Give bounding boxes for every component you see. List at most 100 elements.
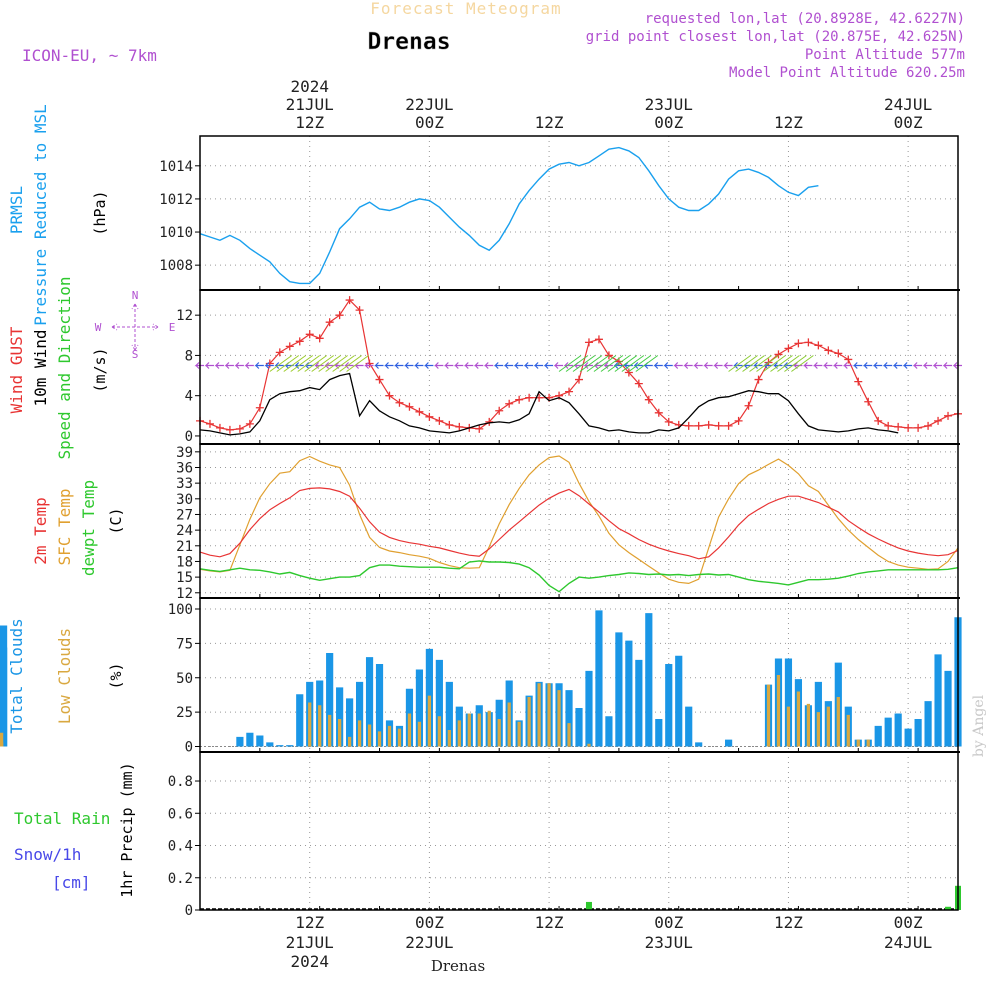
low-clouds-bar (497, 719, 501, 747)
low-clouds-bar (437, 716, 441, 747)
gust-marker (425, 412, 434, 421)
gust-marker (584, 338, 593, 347)
y-tick-label: 12 (176, 308, 193, 324)
temp2m-label: 2m Temp (31, 497, 50, 564)
gridpoint-coords: grid point closest lon,lat (20.875E, 42.… (586, 29, 965, 45)
wind-barb (749, 355, 772, 372)
y-tick-label: 50 (176, 671, 193, 687)
wind-barb (579, 355, 603, 372)
y-tick-label: 27 (176, 507, 193, 523)
low-clouds-bar (547, 683, 551, 747)
wind-direction-arrow (543, 362, 554, 369)
gust-marker (285, 342, 294, 351)
watermark: by Angel (971, 694, 987, 757)
wind-direction-arrow (643, 362, 653, 369)
panel-pressure: 1008 1010 1012 1014 PRMSL Pressure Reduced to… (7, 104, 959, 326)
pressure-label: PRMSL (7, 186, 26, 234)
gust-marker (734, 416, 743, 425)
wind-barb (558, 355, 582, 372)
dewpt-line (199, 560, 959, 593)
low-clouds-bar (866, 739, 870, 747)
wind-direction-arrow (453, 362, 464, 369)
low-clouds-bar (407, 713, 412, 747)
total-clouds-bar (725, 739, 733, 747)
pressure-label-long: Pressure Reduced to MSL (31, 104, 50, 326)
wind-direction-arrow (663, 362, 673, 369)
total-clouds-bar (924, 701, 932, 747)
gust-marker (375, 375, 384, 384)
wind-direction-arrow (673, 362, 683, 369)
low-clouds-bar (587, 743, 591, 747)
wind-direction-arrow (194, 362, 204, 369)
y-tick-label: 0.4 (168, 839, 193, 855)
total-clouds-bar (675, 655, 683, 747)
wind-barb (621, 355, 645, 372)
wind-direction-arrow (493, 362, 504, 369)
gust-marker (784, 344, 793, 353)
wind-direction-arrow (403, 362, 414, 369)
total-clouds-bar (685, 706, 693, 747)
wind-barb (565, 355, 589, 372)
total-clouds-bar (355, 681, 364, 747)
gust-marker (455, 422, 464, 431)
wind-direction-arrow (633, 362, 643, 369)
wind-direction-arrow (653, 362, 663, 369)
wind-direction-arrow (703, 362, 713, 369)
low-clouds-bar (826, 706, 830, 747)
gust-marker (694, 421, 703, 430)
wind-direction-arrow (204, 362, 214, 369)
wind-direction-arrow (244, 362, 254, 369)
total-clouds-bar (565, 690, 573, 747)
top-hour-label: 12Z (295, 113, 324, 132)
gust-marker (495, 406, 504, 415)
low-clouds-bar (786, 706, 791, 747)
y-tick-label: 0 (185, 903, 193, 919)
point-altitude: Point Altitude 577m (805, 47, 965, 63)
gust-marker (934, 416, 943, 425)
low-clouds-bar (347, 736, 352, 747)
total-clouds-bar (585, 670, 593, 747)
low-clouds-label: Low Clouds (55, 628, 74, 724)
y-tick-label: 18 (176, 554, 193, 570)
low-clouds-bar (537, 683, 541, 747)
gust-marker (874, 416, 883, 425)
gust-marker (744, 401, 753, 410)
total-clouds-bar (635, 659, 643, 747)
gust-marker (824, 346, 833, 355)
wind-barb (297, 355, 321, 372)
gust-marker (335, 311, 344, 320)
wind-direction-arrow (852, 362, 863, 369)
gust-marker (814, 341, 823, 350)
wind-direction-arrow (882, 362, 893, 369)
y-tick-label: 1014 (159, 159, 193, 175)
compass-e: E (169, 321, 176, 334)
wind-barb (325, 355, 348, 372)
compass-arrows (111, 303, 159, 351)
compass-w: W (95, 321, 102, 334)
wind-direction-arrow (433, 362, 444, 369)
snow-unit-label: [cm] (52, 873, 91, 892)
wind-barb (635, 355, 659, 372)
wind-direction-arrow (922, 362, 933, 369)
gust-marker (505, 399, 514, 408)
total-clouds-bar (894, 713, 902, 747)
wind-direction-arrow (693, 362, 703, 369)
total-clouds-bar (445, 681, 453, 747)
total-clouds-bar (784, 658, 793, 747)
gust-marker (295, 337, 304, 346)
wind-barb (586, 355, 610, 372)
total-clouds-bar (615, 632, 623, 747)
compass-n: N (132, 289, 139, 302)
wind-barb (770, 355, 793, 372)
gust-marker (794, 339, 803, 348)
total-clouds-bar (934, 654, 942, 747)
y-tick-label: 0.6 (168, 806, 193, 822)
wind-direction-arrow (364, 362, 374, 369)
top-date-label: 23JUL (645, 95, 693, 114)
total-clouds-bar (645, 613, 653, 747)
y-tick-label: 4 (185, 389, 193, 405)
gust-marker (864, 397, 873, 406)
wind-direction-arrow (503, 362, 514, 369)
gust-marker (804, 338, 813, 347)
